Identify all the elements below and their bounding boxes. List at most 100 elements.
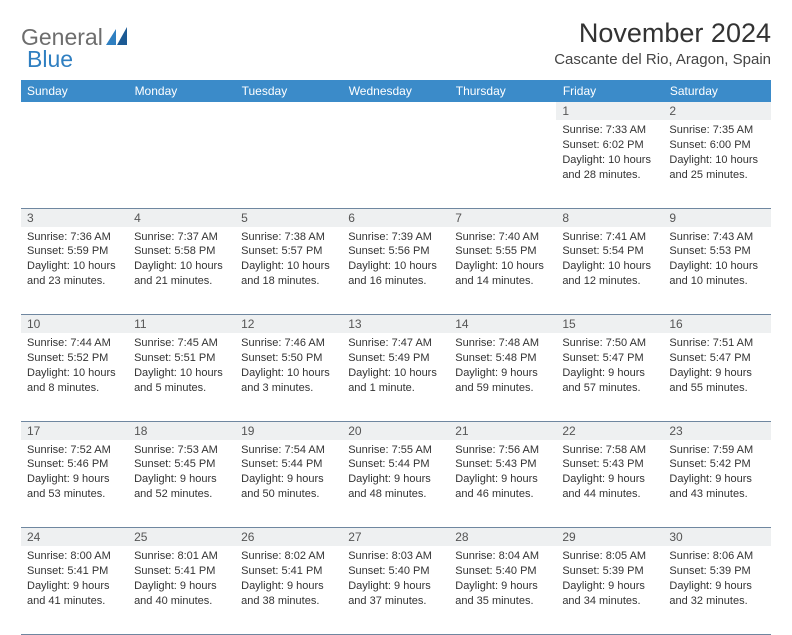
day-cell: Sunrise: 7:51 AMSunset: 5:47 PMDaylight:… — [663, 333, 770, 421]
calendar-body: 12Sunrise: 7:33 AMSunset: 6:02 PMDayligh… — [21, 102, 771, 634]
day-cell: Sunrise: 7:38 AMSunset: 5:57 PMDaylight:… — [235, 227, 342, 315]
day-number-cell: 9 — [663, 208, 770, 227]
day-header-row: SundayMondayTuesdayWednesdayThursdayFrid… — [21, 80, 771, 102]
sunrise-line: Sunrise: 7:54 AM — [241, 444, 325, 456]
day-cell: Sunrise: 8:02 AMSunset: 5:41 PMDaylight:… — [235, 546, 342, 634]
sunrise-line: Sunrise: 7:48 AM — [455, 337, 539, 349]
sunset-line: Sunset: 5:55 PM — [455, 245, 536, 257]
day-number-cell: 19 — [235, 421, 342, 440]
day-details: Sunrise: 7:37 AMSunset: 5:58 PMDaylight:… — [128, 227, 235, 295]
day-number-cell: 17 — [21, 421, 128, 440]
sunrise-line: Sunrise: 7:45 AM — [134, 337, 218, 349]
sunset-line: Sunset: 5:39 PM — [562, 565, 643, 577]
daylight-line: Daylight: 10 hours and 1 minute. — [348, 367, 437, 394]
page-title: November 2024 — [554, 18, 771, 49]
day-details: Sunrise: 7:55 AMSunset: 5:44 PMDaylight:… — [342, 440, 449, 508]
location-text: Cascante del Rio, Aragon, Spain — [554, 51, 771, 68]
day-details: Sunrise: 7:52 AMSunset: 5:46 PMDaylight:… — [21, 440, 128, 508]
sunset-line: Sunset: 5:39 PM — [669, 565, 750, 577]
daylight-line: Daylight: 10 hours and 23 minutes. — [27, 260, 116, 287]
day-number-cell: 10 — [21, 315, 128, 334]
day-number-cell: 22 — [556, 421, 663, 440]
day-cell: Sunrise: 7:56 AMSunset: 5:43 PMDaylight:… — [449, 440, 556, 528]
daylight-line: Daylight: 10 hours and 21 minutes. — [134, 260, 223, 287]
sunrise-line: Sunrise: 7:50 AM — [562, 337, 646, 349]
day-header: Monday — [128, 80, 235, 102]
day-header: Sunday — [21, 80, 128, 102]
day-details: Sunrise: 7:46 AMSunset: 5:50 PMDaylight:… — [235, 333, 342, 401]
day-cell: Sunrise: 7:36 AMSunset: 5:59 PMDaylight:… — [21, 227, 128, 315]
day-cell: Sunrise: 7:48 AMSunset: 5:48 PMDaylight:… — [449, 333, 556, 421]
day-number-cell: 30 — [663, 528, 770, 547]
day-number-cell: 27 — [342, 528, 449, 547]
sunset-line: Sunset: 5:41 PM — [241, 565, 322, 577]
sunset-line: Sunset: 5:44 PM — [241, 458, 322, 470]
sunrise-line: Sunrise: 8:05 AM — [562, 550, 646, 562]
sunset-line: Sunset: 5:40 PM — [348, 565, 429, 577]
day-details: Sunrise: 7:53 AMSunset: 5:45 PMDaylight:… — [128, 440, 235, 508]
sunset-line: Sunset: 5:41 PM — [27, 565, 108, 577]
day-number-cell: 18 — [128, 421, 235, 440]
day-cell: Sunrise: 7:39 AMSunset: 5:56 PMDaylight:… — [342, 227, 449, 315]
sunset-line: Sunset: 5:53 PM — [669, 245, 750, 257]
sunrise-line: Sunrise: 7:35 AM — [669, 124, 753, 136]
day-number-cell — [235, 102, 342, 120]
day-details: Sunrise: 8:03 AM Sunset: 5:40 PM Daylight:… — [342, 546, 449, 614]
day-details: Sunrise: 7:45 AMSunset: 5:51 PMDaylight:… — [128, 333, 235, 401]
daylight-line: Daylight: 9 hours and 38 minutes. — [241, 580, 324, 607]
day-number-cell: 15 — [556, 315, 663, 334]
day-number-cell: 5 — [235, 208, 342, 227]
week-row: Sunrise: 7:36 AMSunset: 5:59 PMDaylight:… — [21, 227, 771, 315]
day-details: Sunrise: 8:04 AMSunset: 5:40 PMDaylight:… — [449, 546, 556, 614]
day-cell — [235, 120, 342, 208]
day-cell: Sunrise: 7:50 AMSunset: 5:47 PMDaylight:… — [556, 333, 663, 421]
daynum-row: 10111213141516 — [21, 315, 771, 334]
day-header: Wednesday — [342, 80, 449, 102]
day-details: Sunrise: 7:50 AMSunset: 5:47 PMDaylight:… — [556, 333, 663, 401]
sunrise-line: Sunrise: 8:03 AM — [348, 550, 432, 562]
daylight-line: Daylight: 10 hours and 8 minutes. — [27, 367, 116, 394]
sunset-line: Sunset: 5:43 PM — [455, 458, 536, 470]
sunrise-line: Sunrise: 8:06 AM — [669, 550, 753, 562]
day-number-cell — [21, 102, 128, 120]
sunrise-line: Sunrise: 7:37 AM — [134, 231, 218, 243]
sunrise-line: Sunrise: 8:01 AM — [134, 550, 218, 562]
day-details: Sunrise: 7:39 AMSunset: 5:56 PMDaylight:… — [342, 227, 449, 295]
day-number-cell: 6 — [342, 208, 449, 227]
day-cell: Sunrise: 8:06 AMSunset: 5:39 PMDaylight:… — [663, 546, 770, 634]
day-cell: Sunrise: 7:59 AMSunset: 5:42 PMDaylight:… — [663, 440, 770, 528]
day-cell: Sunrise: 7:33 AMSunset: 6:02 PMDaylight:… — [556, 120, 663, 208]
day-number-cell: 11 — [128, 315, 235, 334]
sunset-line: Sunset: 5:54 PM — [562, 245, 643, 257]
day-cell — [21, 120, 128, 208]
day-number-cell: 13 — [342, 315, 449, 334]
day-number-cell: 1 — [556, 102, 663, 120]
day-cell: Sunrise: 7:47 AMSunset: 5:49 PMDaylight:… — [342, 333, 449, 421]
daylight-line: Daylight: 9 hours and 46 minutes. — [455, 473, 538, 500]
daylight-line: Daylight: 10 hours and 18 minutes. — [241, 260, 330, 287]
daylight-line: Daylight: 9 hours and 41 minutes. — [27, 580, 110, 607]
sunrise-line: Sunrise: 7:44 AM — [27, 337, 111, 349]
daylight-line: Daylight: 9 hours and 35 minutes. — [455, 580, 538, 607]
daylight-line: Daylight: 9 hours and 48 minutes. — [348, 473, 431, 500]
day-header: Saturday — [663, 80, 770, 102]
day-cell: Sunrise: 8:04 AMSunset: 5:40 PMDaylight:… — [449, 546, 556, 634]
day-details: Sunrise: 7:56 AMSunset: 5:43 PMDaylight:… — [449, 440, 556, 508]
daylight-line: Daylight: 9 hours and 37 minutes. — [348, 580, 431, 607]
week-row: Sunrise: 7:33 AMSunset: 6:02 PMDaylight:… — [21, 120, 771, 208]
sunset-line: Sunset: 5:50 PM — [241, 352, 322, 364]
day-cell: Sunrise: 7:53 AMSunset: 5:45 PMDaylight:… — [128, 440, 235, 528]
day-details: Sunrise: 7:36 AMSunset: 5:59 PMDaylight:… — [21, 227, 128, 295]
sunset-line: Sunset: 6:02 PM — [562, 139, 643, 151]
logo-sub: Blue — [27, 46, 73, 73]
day-number-cell: 28 — [449, 528, 556, 547]
sunrise-line: Sunrise: 8:04 AM — [455, 550, 539, 562]
day-details: Sunrise: 7:58 AMSunset: 5:43 PMDaylight:… — [556, 440, 663, 508]
day-number-cell — [342, 102, 449, 120]
day-cell: Sunrise: 7:54 AMSunset: 5:44 PMDaylight:… — [235, 440, 342, 528]
day-number-cell: 16 — [663, 315, 770, 334]
sunrise-line: Sunrise: 7:39 AM — [348, 231, 432, 243]
day-cell — [128, 120, 235, 208]
day-details: Sunrise: 7:47 AMSunset: 5:49 PMDaylight:… — [342, 333, 449, 401]
daylight-line: Daylight: 10 hours and 16 minutes. — [348, 260, 437, 287]
